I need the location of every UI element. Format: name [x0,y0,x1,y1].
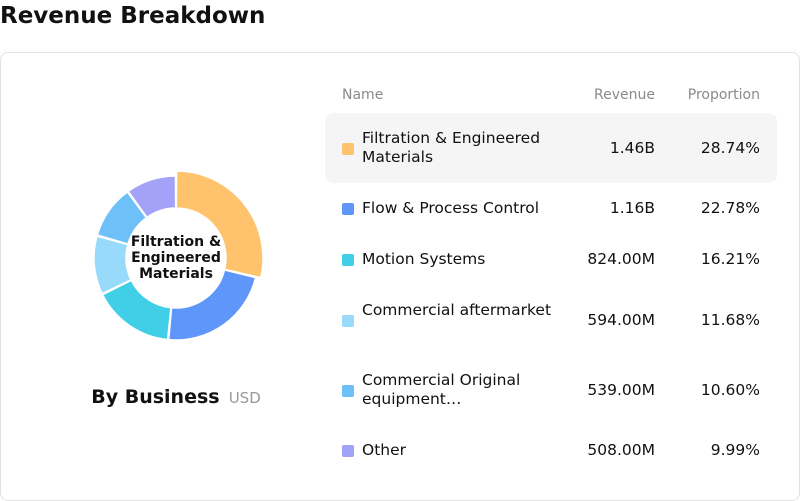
row-proportion: 16.21% [700,250,760,268]
legend-swatch [342,143,354,155]
row-name: Filtration & Engineered Materials [362,129,541,166]
table-row[interactable]: Other 508.00M 9.99% [325,425,777,476]
header-proportion: Proportion [687,87,760,103]
donut-slice[interactable] [127,175,177,219]
legend-swatch [342,254,354,266]
table-body: Filtration & Engineered Materials 1.46B 28… [325,113,777,476]
header-name: Name [342,87,384,103]
row-revenue: 508.00M [587,441,655,459]
row-proportion: 28.74% [700,139,760,157]
caption-unit: USD [228,389,261,407]
donut-svg [93,170,264,341]
row-name: Commercial Original equipment… [362,371,521,408]
row-revenue: 594.00M [587,311,655,329]
revenue-card: Filtration & Engineered Materials By Bus… [0,52,800,501]
donut-center-label: Filtration & Engineered Materials [130,234,222,282]
donut-slice[interactable] [93,235,132,295]
caption-title: By Business [91,386,220,408]
table-row[interactable]: Commercial Original equipment… 539.00M 10.… [325,355,777,425]
table-row[interactable]: Flow & Process Control 1.16B 22.78% [325,183,777,234]
legend-swatch [342,445,354,457]
donut-chart: Filtration & Engineered Materials [81,163,271,353]
page-title: Revenue Breakdown [0,3,266,29]
row-proportion: 9.99% [710,441,760,459]
row-name: Other [362,441,407,459]
row-name: Flow & Process Control [362,199,540,217]
donut-slice[interactable] [175,170,264,279]
row-name: Commercial aftermarket [362,301,552,319]
row-proportion: 10.60% [700,381,760,399]
donut-slice[interactable] [167,269,257,341]
donut-slice[interactable] [96,190,148,245]
legend-swatch [342,315,354,327]
row-revenue: 824.00M [587,250,655,268]
row-revenue: 539.00M [587,381,655,399]
row-name: Motion Systems [362,250,486,268]
chart-caption: By Business USD [1,386,351,408]
header-revenue: Revenue [594,87,655,103]
table-row[interactable]: Motion Systems 824.00M 16.21% [325,234,777,285]
breakdown-table: Name Revenue Proportion Filtration & Eng… [325,83,777,476]
row-revenue: 1.46B [609,139,655,157]
donut-slice[interactable] [101,279,172,341]
table-row[interactable]: Commercial aftermarket 594.00M 11.68% [325,285,777,355]
legend-swatch [342,203,354,215]
row-revenue: 1.16B [609,199,655,217]
row-proportion: 22.78% [700,199,760,217]
legend-swatch [342,385,354,397]
row-proportion: 11.68% [700,311,760,329]
table-header: Name Revenue Proportion [325,83,777,113]
table-row[interactable]: Filtration & Engineered Materials 1.46B 28… [325,113,777,183]
